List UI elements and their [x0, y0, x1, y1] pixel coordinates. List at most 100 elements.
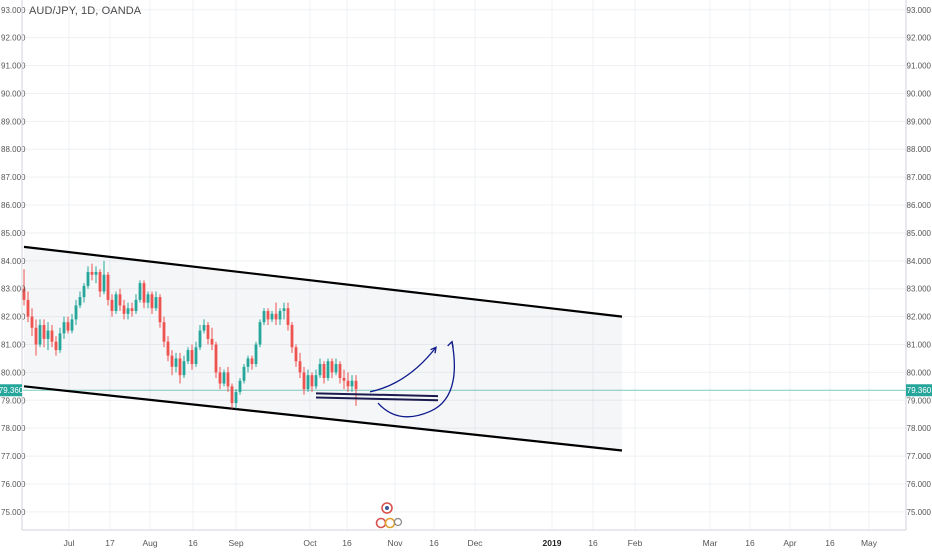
candle[interactable]: [246, 355, 250, 373]
drawings[interactable]: [315, 340, 455, 418]
candles[interactable]: [22, 260, 358, 409]
candle[interactable]: [242, 364, 246, 384]
candle[interactable]: [234, 389, 238, 409]
candle[interactable]: [46, 322, 50, 351]
candle[interactable]: [78, 291, 82, 309]
candle-body: [262, 311, 266, 323]
candle[interactable]: [330, 358, 334, 378]
candle[interactable]: [22, 269, 26, 306]
candle[interactable]: [182, 355, 186, 378]
candle[interactable]: [214, 341, 218, 378]
candle[interactable]: [146, 291, 150, 309]
event-markers[interactable]: [375, 502, 403, 529]
price-channel[interactable]: [23, 245, 623, 452]
candle[interactable]: [306, 369, 310, 392]
candle[interactable]: [186, 347, 190, 365]
candle[interactable]: [30, 308, 34, 337]
y-tick-label-right: 79.000: [907, 396, 932, 405]
y-tick-label-left: 85.000: [1, 229, 26, 238]
candle[interactable]: [70, 313, 74, 334]
current-price-badge-bg: [906, 384, 932, 397]
candle[interactable]: [326, 358, 330, 381]
candle[interactable]: [314, 369, 318, 390]
candle[interactable]: [74, 299, 78, 325]
candle[interactable]: [26, 291, 30, 323]
candle[interactable]: [62, 316, 66, 339]
candle[interactable]: [150, 291, 154, 314]
candle[interactable]: [250, 355, 254, 370]
candle[interactable]: [210, 327, 214, 351]
candle[interactable]: [194, 341, 198, 367]
candle[interactable]: [170, 350, 174, 376]
candle[interactable]: [110, 294, 114, 317]
event-markers-icon[interactable]: [375, 502, 403, 529]
candle[interactable]: [354, 375, 358, 406]
candle-body: [246, 358, 250, 367]
candle[interactable]: [338, 361, 342, 384]
candle[interactable]: [322, 361, 326, 384]
candle[interactable]: [142, 280, 146, 309]
candle[interactable]: [202, 319, 206, 334]
candle[interactable]: [114, 291, 118, 314]
candle[interactable]: [226, 366, 230, 392]
candle[interactable]: [270, 311, 274, 323]
candle[interactable]: [174, 352, 178, 373]
candle[interactable]: [54, 336, 58, 356]
candle[interactable]: [34, 319, 38, 356]
candle[interactable]: [294, 344, 298, 367]
candle[interactable]: [298, 352, 302, 378]
candle[interactable]: [346, 372, 350, 392]
candle[interactable]: [258, 319, 262, 348]
candle[interactable]: [38, 319, 42, 348]
candle[interactable]: [122, 299, 126, 320]
y-tick-label-right: 88.000: [907, 145, 932, 154]
candle[interactable]: [334, 358, 338, 376]
candle[interactable]: [66, 316, 70, 334]
candle[interactable]: [178, 352, 182, 384]
candle[interactable]: [134, 294, 138, 314]
candle[interactable]: [94, 266, 98, 284]
candle[interactable]: [102, 260, 106, 295]
candle[interactable]: [254, 341, 258, 367]
x-tick-label: 16: [588, 538, 598, 548]
candle[interactable]: [318, 358, 322, 378]
candle[interactable]: [218, 366, 222, 390]
candle[interactable]: [162, 316, 166, 348]
candle[interactable]: [342, 369, 346, 390]
candle[interactable]: [310, 372, 314, 392]
candle[interactable]: [230, 383, 234, 409]
candle[interactable]: [90, 263, 94, 281]
candle[interactable]: [138, 280, 142, 303]
candle[interactable]: [222, 369, 226, 387]
candle[interactable]: [350, 375, 354, 392]
candle[interactable]: [118, 288, 122, 312]
candle[interactable]: [302, 366, 306, 395]
candle[interactable]: [126, 302, 130, 320]
candle[interactable]: [238, 377, 242, 395]
candle[interactable]: [158, 294, 162, 328]
candle[interactable]: [154, 291, 158, 312]
candle[interactable]: [290, 322, 294, 353]
candle[interactable]: [106, 271, 110, 306]
candle[interactable]: [262, 308, 266, 325]
candle[interactable]: [274, 302, 278, 325]
candle[interactable]: [278, 308, 282, 325]
candle[interactable]: [98, 269, 102, 298]
candle[interactable]: [82, 283, 86, 303]
candle[interactable]: [190, 344, 194, 370]
candle[interactable]: [282, 302, 286, 320]
candle[interactable]: [198, 324, 202, 351]
candle[interactable]: [286, 302, 290, 331]
candle[interactable]: [266, 308, 270, 325]
candle[interactable]: [166, 336, 170, 362]
candle[interactable]: [130, 302, 134, 317]
candle[interactable]: [206, 322, 210, 345]
candle-body: [346, 380, 350, 387]
candle-body: [34, 327, 38, 345]
candle[interactable]: [86, 266, 90, 289]
candle[interactable]: [50, 324, 54, 348]
candle[interactable]: [58, 327, 62, 353]
candle[interactable]: [42, 319, 46, 348]
